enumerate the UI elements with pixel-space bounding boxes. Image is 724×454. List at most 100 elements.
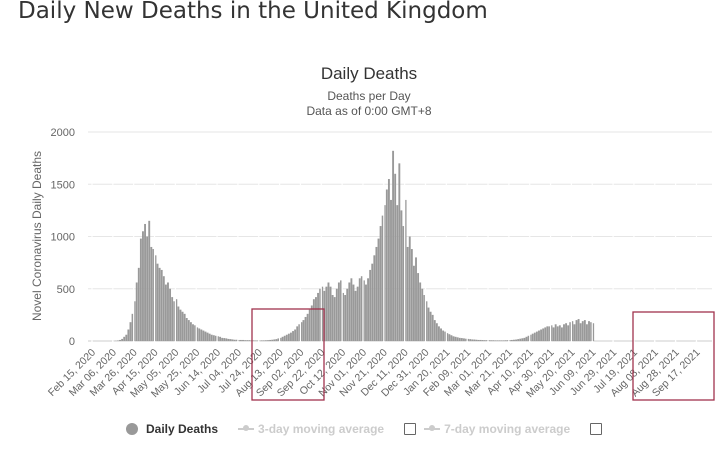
bar[interactable] [296,326,299,341]
bar[interactable] [142,231,144,341]
bar[interactable] [340,280,342,341]
bar[interactable] [179,309,182,341]
bar[interactable] [446,333,449,341]
bar[interactable] [237,339,240,341]
bar[interactable] [498,340,501,341]
bar[interactable] [219,336,222,341]
bar[interactable] [162,276,165,341]
bar[interactable] [152,249,155,341]
bar[interactable] [427,307,430,341]
bar[interactable] [571,321,574,341]
bar[interactable] [281,336,284,341]
bar[interactable] [279,337,282,341]
bar[interactable] [510,339,513,341]
bar[interactable] [379,226,382,341]
bar[interactable] [325,286,328,341]
bar[interactable] [194,325,197,341]
bar[interactable] [154,255,157,341]
bar[interactable] [581,321,584,341]
bar[interactable] [192,324,194,341]
bar[interactable] [527,335,530,341]
bar[interactable] [208,333,211,341]
bar[interactable] [465,338,467,341]
bar[interactable] [175,299,178,341]
bar[interactable] [460,338,463,341]
bar[interactable] [317,292,319,341]
bar[interactable] [277,338,280,341]
bar[interactable] [148,220,151,341]
bar[interactable] [517,339,520,341]
bar[interactable] [360,276,363,341]
bar[interactable] [383,205,386,341]
bar[interactable] [254,340,257,341]
bar[interactable] [344,295,347,341]
bar[interactable] [319,288,322,341]
bar[interactable] [544,327,547,341]
bar[interactable] [260,340,263,341]
bar[interactable] [437,326,440,341]
bar[interactable] [496,340,499,341]
bar[interactable] [292,331,294,341]
bar[interactable] [402,226,405,341]
bar[interactable] [129,322,132,341]
bar[interactable] [569,322,572,341]
bar[interactable] [262,340,265,341]
bar[interactable] [592,323,595,341]
bar[interactable] [525,336,528,341]
bar[interactable] [312,299,315,341]
bar[interactable] [264,340,267,341]
bar[interactable] [550,325,553,341]
bar[interactable] [123,336,126,341]
bar[interactable] [367,278,370,341]
bar[interactable] [396,205,399,341]
bar[interactable] [346,288,349,341]
bar[interactable] [558,325,561,341]
bar[interactable] [271,339,274,341]
bar[interactable] [560,327,563,341]
bar[interactable] [185,318,188,341]
bar[interactable] [463,338,465,341]
bar[interactable] [223,338,226,341]
bar[interactable] [590,322,593,341]
bar[interactable] [588,321,590,341]
bar[interactable] [435,323,438,341]
bar[interactable] [275,339,278,341]
bar[interactable] [563,324,565,341]
bar[interactable] [410,249,413,341]
bar[interactable] [331,295,334,341]
bar[interactable] [127,329,130,341]
bar[interactable] [300,322,303,341]
bar[interactable] [308,309,311,341]
bar[interactable] [554,324,557,341]
bar[interactable] [196,327,199,341]
bar[interactable] [117,340,119,341]
bar[interactable] [398,163,401,341]
bar[interactable] [356,286,359,341]
bar[interactable] [137,267,140,341]
bar[interactable] [392,150,395,341]
bar[interactable] [467,338,470,341]
bar[interactable] [417,273,420,341]
bar[interactable] [577,319,580,341]
bar[interactable] [519,338,522,341]
bar[interactable] [450,335,453,341]
bar[interactable] [204,331,207,341]
bar[interactable] [521,338,524,341]
bar[interactable] [248,340,251,341]
bar[interactable] [169,288,172,341]
bar[interactable] [187,320,190,341]
bar[interactable] [200,329,203,341]
bar[interactable] [548,326,551,341]
bar[interactable] [390,199,392,341]
bar[interactable] [475,339,478,341]
bar[interactable] [381,215,384,341]
bar[interactable] [302,320,305,341]
bar[interactable] [227,338,230,341]
bar[interactable] [365,284,367,341]
bar[interactable] [546,326,549,341]
bar[interactable] [173,301,176,341]
bar[interactable] [156,263,159,341]
bar[interactable] [171,297,174,341]
bar[interactable] [481,340,484,341]
bar[interactable] [454,336,457,341]
